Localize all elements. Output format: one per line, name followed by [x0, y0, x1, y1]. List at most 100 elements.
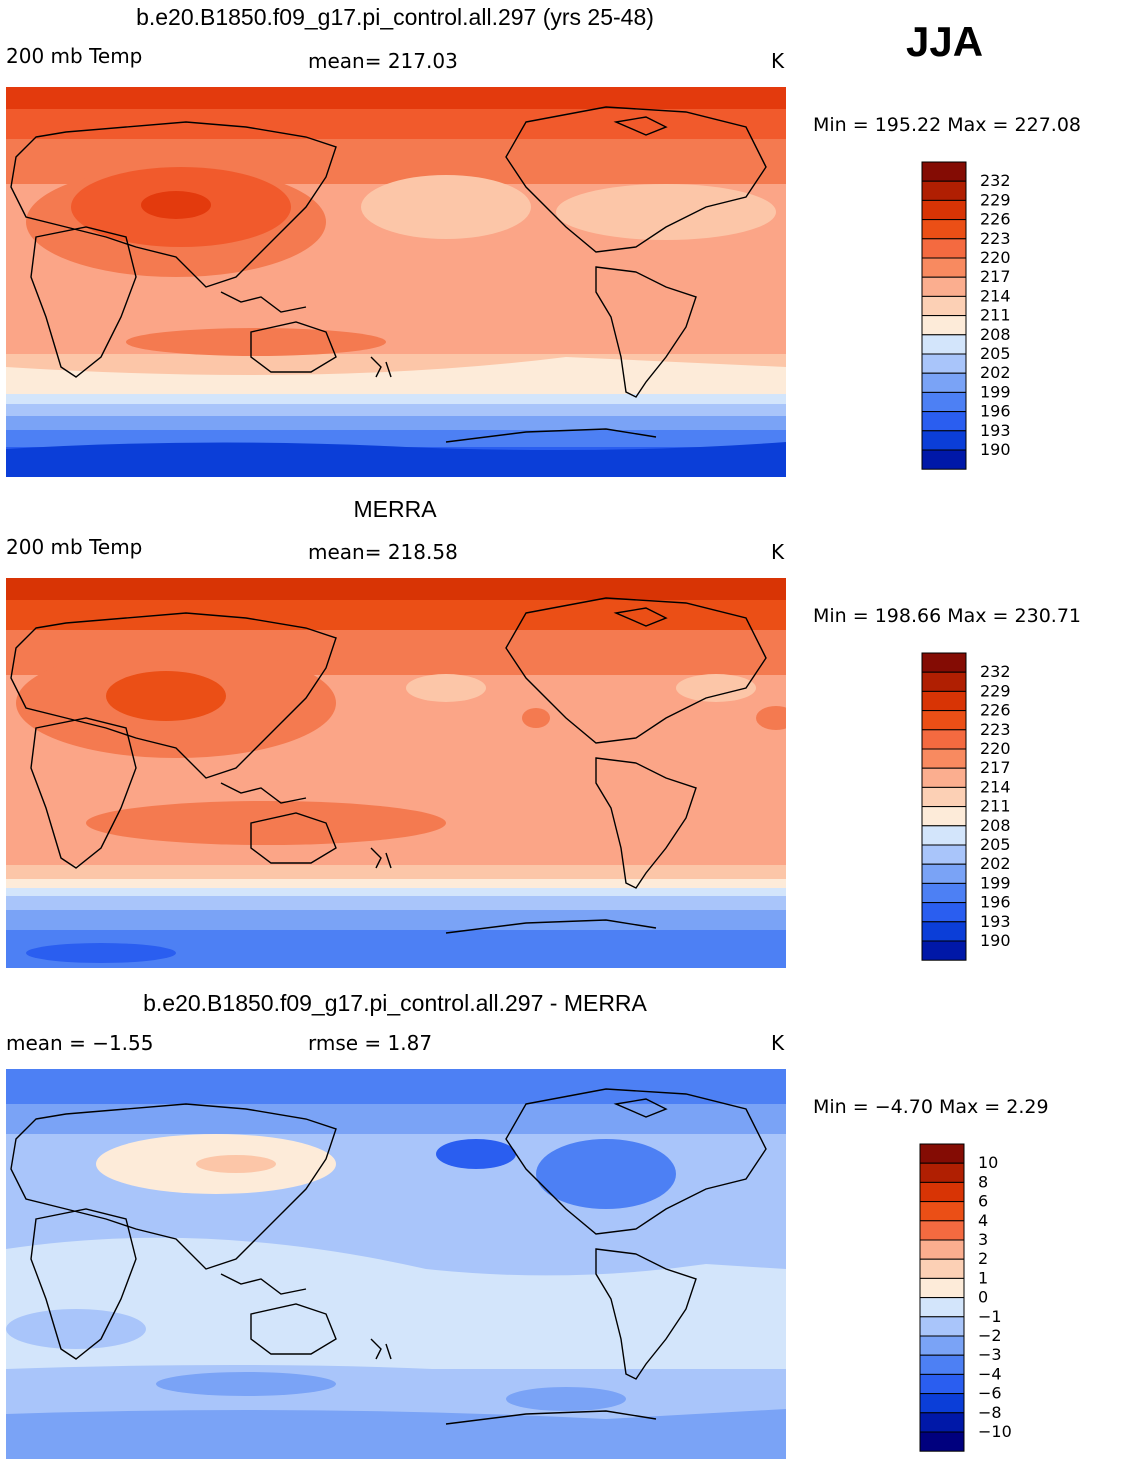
model-colorbar-tick-label: 217	[980, 267, 1011, 286]
diff-colorbar-box	[919, 1201, 965, 1222]
diff-colorbar-tick-label: −10	[978, 1422, 1012, 1441]
model-colorbar-box	[921, 161, 967, 182]
obs-colorbar-tick-label: 232	[980, 662, 1011, 681]
diff-colorbar-box	[919, 1335, 965, 1356]
obs-colorbar-tick-label: 214	[980, 777, 1011, 796]
model-colorbar-box	[921, 449, 967, 470]
model-colorbar-tick-label: 190	[980, 440, 1011, 459]
obs-colorbar-box	[921, 748, 967, 769]
panel-obs-variable-label: 200 mb Temp	[6, 535, 143, 559]
obs-colorbar-tick-label: 205	[980, 835, 1011, 854]
diff-colorbar-tick-label: 4	[978, 1211, 988, 1230]
model-colorbar-tick-label: 229	[980, 190, 1011, 209]
panel-diff-units: K	[771, 1031, 785, 1055]
obs-colorbar-tick-label: 199	[980, 873, 1011, 892]
model-colorbar-box	[921, 238, 967, 259]
model-colorbar-box	[921, 295, 967, 317]
obs-colorbar-box	[921, 921, 967, 942]
obs-colorbar-box	[921, 806, 967, 827]
model-colorbar-tick-label: 223	[980, 229, 1011, 248]
model-colorbar-tick-label: 220	[980, 248, 1011, 267]
panel-model-colorbar: 2322292262232202172142112082052021991961…	[921, 161, 1011, 470]
panel-model-minmax: Min = 195.22 Max = 227.08	[813, 114, 1081, 136]
obs-colorbar-box	[921, 940, 967, 961]
diff-colorbar-tick-label: −3	[978, 1345, 1002, 1364]
panel-obs-colorbar: 2322292262232202172142112082052021991961…	[921, 652, 1011, 961]
model-colorbar-box	[921, 391, 967, 413]
model-colorbar-box	[921, 334, 967, 355]
obs-colorbar-tick-label: 226	[980, 701, 1011, 720]
model-colorbar-box	[921, 411, 967, 432]
obs-colorbar-tick-label: 196	[980, 893, 1011, 912]
diff-colorbar-box	[919, 1239, 965, 1260]
model-colorbar-tick-label: 202	[980, 363, 1011, 382]
panel-obs-mean-label: mean= 218.58	[308, 540, 458, 564]
obs-colorbar-box	[921, 767, 967, 788]
diff-colorbar-tick-label: 1	[978, 1268, 988, 1287]
model-colorbar-tick-label: 226	[980, 210, 1011, 229]
panel-model-title: b.e20.B1850.f09_g17.pi_control.all.297 (…	[136, 4, 654, 30]
obs-colorbar-tick-label: 190	[980, 931, 1011, 950]
panel-obs-map	[6, 578, 786, 968]
diff-colorbar-tick-label: −8	[978, 1403, 1002, 1422]
panel-obs-title: MERRA	[353, 496, 437, 522]
diff-colorbar-tick-label: −4	[978, 1364, 1002, 1383]
panel-diff-minmax: Min = −4.70 Max = 2.29	[813, 1096, 1049, 1118]
diff-colorbar-box	[919, 1297, 965, 1318]
panel-model-units: K	[771, 49, 785, 73]
obs-colorbar-box	[921, 825, 967, 846]
diff-colorbar-box	[919, 1412, 965, 1433]
diff-colorbar-box	[919, 1316, 965, 1337]
obs-colorbar-tick-label: 193	[980, 912, 1011, 931]
panel-model-mean-label: mean= 217.03	[308, 49, 458, 73]
obs-colorbar-box	[921, 729, 967, 750]
panel-diff-map	[6, 1069, 786, 1459]
obs-colorbar-box	[921, 710, 967, 731]
obs-colorbar-tick-label: 208	[980, 816, 1011, 835]
diff-colorbar-tick-label: −2	[978, 1326, 1002, 1345]
model-colorbar-tick-label: 193	[980, 421, 1011, 440]
model-colorbar-tick-label: 199	[980, 382, 1011, 401]
diff-colorbar-tick-label: 6	[978, 1192, 988, 1211]
model-colorbar-tick-label: 211	[980, 306, 1011, 325]
obs-colorbar-box	[921, 652, 967, 673]
panel-obs-units: K	[771, 540, 785, 564]
diff-colorbar-box	[919, 1431, 965, 1452]
obs-colorbar-tick-label: 202	[980, 854, 1011, 873]
model-colorbar-box	[921, 257, 967, 278]
diff-colorbar-box	[919, 1258, 965, 1279]
obs-colorbar-tick-label: 223	[980, 720, 1011, 739]
diff-colorbar-tick-label: 0	[978, 1288, 988, 1307]
diff-colorbar-box	[919, 1354, 965, 1375]
model-colorbar-box	[921, 353, 967, 374]
diff-colorbar-tick-label: 2	[978, 1249, 988, 1268]
diff-colorbar-box	[919, 1373, 965, 1395]
diff-colorbar-box	[919, 1162, 965, 1183]
diff-colorbar-box	[919, 1220, 965, 1241]
obs-colorbar-box	[921, 786, 967, 808]
model-colorbar-box	[921, 430, 967, 451]
diff-colorbar-tick-label: −1	[978, 1307, 1002, 1326]
obs-colorbar-box	[921, 882, 967, 904]
diff-colorbar-tick-label: 8	[978, 1172, 988, 1191]
panel-diff-title: b.e20.B1850.f09_g17.pi_control.all.297 -…	[143, 990, 647, 1016]
model-colorbar-tick-label: 232	[980, 171, 1011, 190]
obs-colorbar-box	[921, 902, 967, 923]
obs-colorbar-tick-label: 217	[980, 758, 1011, 777]
obs-colorbar-box	[921, 690, 967, 712]
model-colorbar-box	[921, 180, 967, 201]
diff-colorbar-box	[919, 1181, 965, 1203]
panel-diff-rmse-label: rmse = 1.87	[308, 1031, 433, 1055]
obs-colorbar-box	[921, 671, 967, 692]
model-colorbar-box	[921, 199, 967, 221]
panel-obs-minmax: Min = 198.66 Max = 230.71	[813, 605, 1081, 627]
panel-model-variable-label: 200 mb Temp	[6, 44, 143, 68]
model-colorbar-tick-label: 196	[980, 402, 1011, 421]
model-colorbar-tick-label: 214	[980, 286, 1011, 305]
diff-colorbar-tick-label: −6	[978, 1384, 1002, 1403]
obs-colorbar-tick-label: 220	[980, 739, 1011, 758]
obs-colorbar-box	[921, 844, 967, 865]
panel-diff-mean-label: mean = −1.55	[6, 1031, 154, 1055]
panel-model-map	[6, 87, 786, 477]
